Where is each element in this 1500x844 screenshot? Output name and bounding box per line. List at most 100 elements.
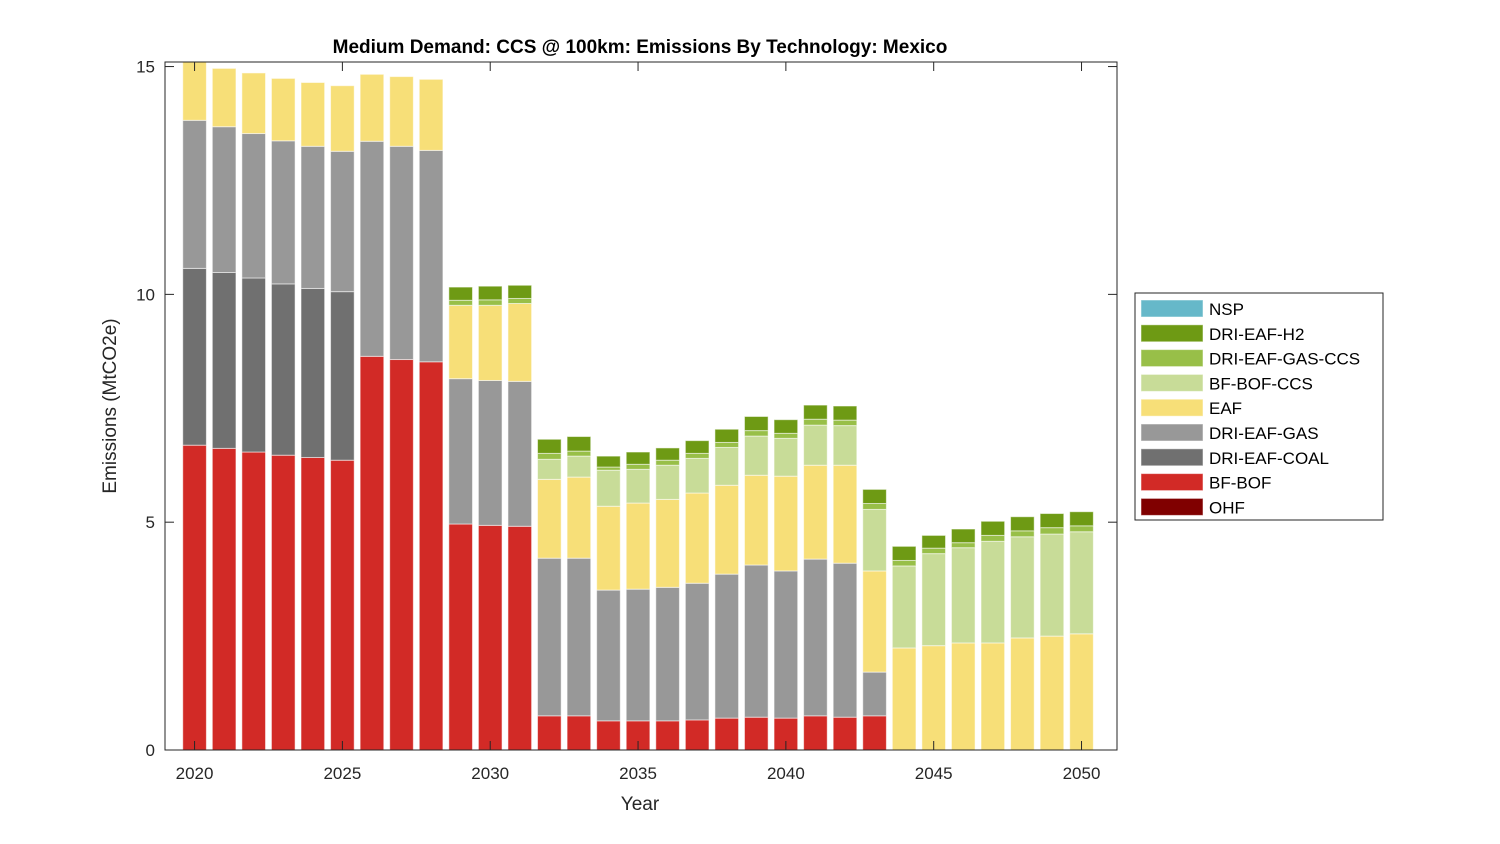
legend-item-nsp[interactable]: NSP (1140, 299, 1244, 319)
legend-label: DRI-EAF-GAS-CCS (1209, 350, 1360, 369)
legend-item-dri-eaf-gas-ccs[interactable]: DRI-EAF-GAS-CCS (1140, 349, 1360, 369)
bar-segment-eaf-2032 (537, 478, 562, 559)
bar-segment-dri-eaf-h2-2033 (566, 436, 592, 452)
bar-segment-eaf-2049 (1039, 635, 1065, 751)
bar-segment-bf-bof-ccs-2033 (566, 455, 592, 478)
bar-segment-dri-eaf-h2-2036 (655, 447, 680, 461)
x-tick-label: 2025 (323, 764, 361, 783)
bar-segment-dri-eaf-gas-ccs-2040 (773, 432, 799, 439)
bar-segment-dri-eaf-gas-ccs-2048 (1010, 530, 1035, 538)
bar-segment-dri-eaf-gas-2040 (773, 570, 799, 719)
bar-segment-dri-eaf-h2-2031 (507, 284, 533, 299)
legend-swatch (1140, 448, 1204, 467)
bar-segment-bf-bof-ccs-2046 (950, 547, 976, 644)
legend-swatch (1140, 473, 1204, 492)
bar-segment-bf-bof-2043 (862, 715, 887, 751)
bar-segment-dri-eaf-h2-2032 (537, 438, 562, 454)
bar-segment-bf-bof-ccs-2034 (596, 469, 621, 507)
bar-segment-dri-eaf-gas-2024 (300, 145, 326, 289)
bar-segment-bf-bof-2022 (241, 451, 267, 751)
bar-segment-bf-bof-2029 (448, 523, 473, 751)
bar-segment-eaf-2022 (241, 72, 267, 135)
legend-swatch (1140, 423, 1204, 442)
bar-segment-bf-bof-ccs-2045 (921, 553, 947, 647)
bar-segment-eaf-2044 (891, 647, 917, 751)
bar-segment-dri-eaf-coal-2022 (241, 277, 267, 453)
bar-segment-dri-eaf-h2-2043 (862, 488, 887, 505)
bar-segment-dri-eaf-gas-2029 (448, 378, 473, 525)
legend-item-eaf[interactable]: EAF (1140, 398, 1242, 418)
bar-segment-dri-eaf-coal-2024 (300, 287, 326, 458)
bar-segment-dri-eaf-gas-2035 (625, 588, 651, 722)
bar-segment-dri-eaf-gas-2027 (389, 145, 414, 361)
legend-label: DRI-EAF-COAL (1209, 449, 1329, 468)
bar-segment-eaf-2038 (714, 484, 740, 575)
bar-segment-bf-bof-ccs-2036 (655, 464, 680, 500)
bar-segment-eaf-2021 (211, 67, 237, 128)
legend-item-dri-eaf-h2[interactable]: DRI-EAF-H2 (1140, 324, 1304, 344)
legend-label: OHF (1209, 498, 1245, 517)
bar-segment-dri-eaf-gas-ccs-2045 (921, 547, 947, 555)
bar-segment-dri-eaf-gas-2041 (803, 558, 828, 717)
bar-segment-dri-eaf-gas-ccs-2033 (566, 450, 592, 457)
legend-item-ohf[interactable]: OHF (1140, 497, 1245, 517)
bar-segment-bf-bof-2024 (300, 456, 326, 751)
bar-segment-eaf-2024 (300, 82, 326, 147)
bar-segment-dri-eaf-gas-2021 (211, 126, 237, 274)
legend-item-dri-eaf-coal[interactable]: DRI-EAF-COAL (1140, 448, 1329, 468)
bar-segment-bf-bof-2041 (803, 715, 828, 751)
legend-swatch (1140, 299, 1204, 318)
x-tick-label: 2040 (767, 764, 805, 783)
bar-segment-dri-eaf-h2-2047 (980, 520, 1006, 536)
bar-segment-bf-bof-2038 (714, 717, 740, 751)
bar-segment-dri-eaf-gas-ccs-2030 (477, 299, 503, 306)
bar-segment-eaf-2035 (625, 502, 651, 590)
bar-segment-dri-eaf-h2-2040 (773, 419, 799, 434)
bar-segment-dri-eaf-gas-ccs-2031 (507, 297, 533, 304)
bar-segment-eaf-2037 (684, 492, 710, 584)
chart-title: Medium Demand: CCS @ 100km: Emissions By… (333, 37, 948, 58)
bar-segment-bf-bof-2021 (211, 447, 237, 751)
bar-segment-dri-eaf-h2-2046 (950, 528, 976, 544)
bar-segment-dri-eaf-gas-2025 (330, 150, 355, 293)
bar-segment-bf-bof-ccs-2038 (714, 446, 740, 486)
bar-segment-eaf-2025 (330, 85, 355, 152)
bar-segment-bf-bof-ccs-2037 (684, 457, 710, 494)
bar-segment-eaf-2041 (803, 464, 828, 560)
plot-area-frame (164, 61, 1118, 751)
bar-segment-bf-bof-2026 (359, 355, 385, 751)
bar-segment-eaf-2029 (448, 304, 473, 380)
legend-swatch (1140, 398, 1204, 417)
bar-segment-dri-eaf-gas-ccs-2041 (803, 418, 828, 426)
bar-segment-dri-eaf-gas-2033 (566, 557, 592, 717)
legend-item-bf-bof[interactable]: BF-BOF (1140, 473, 1271, 493)
bar-segment-eaf-2023 (270, 77, 296, 142)
bar-segment-eaf-2030 (477, 304, 503, 381)
legend-swatch (1140, 349, 1204, 368)
bar-segment-eaf-2039 (743, 474, 769, 566)
legend-item-bf-bof-ccs[interactable]: BF-BOF-CCS (1140, 373, 1313, 393)
bar-segment-dri-eaf-h2-2044 (891, 545, 917, 561)
bar-segment-bf-bof-2042 (832, 716, 858, 751)
bar-segment-dri-eaf-gas-ccs-2046 (950, 542, 976, 549)
bar-segment-eaf-2026 (359, 73, 385, 142)
bar-segment-eaf-2031 (507, 302, 533, 382)
bar-segment-eaf-2042 (832, 464, 858, 564)
bar-segment-dri-eaf-gas-2032 (537, 557, 562, 717)
bar-segment-bf-bof-2037 (684, 719, 710, 751)
legend-item-dri-eaf-gas[interactable]: DRI-EAF-GAS (1140, 423, 1319, 443)
bar-segment-dri-eaf-gas-ccs-2029 (448, 299, 473, 306)
bar-segment-dri-eaf-gas-2022 (241, 133, 267, 279)
bar-segment-dri-eaf-gas-ccs-2036 (655, 459, 680, 466)
bar-segment-bf-bof-2032 (537, 715, 562, 751)
y-tick-label: 0 (146, 741, 155, 760)
bar-segment-dri-eaf-gas-ccs-2032 (537, 452, 562, 460)
bar-segment-dri-eaf-h2-2042 (832, 405, 858, 421)
bar-segment-dri-eaf-h2-2050 (1069, 511, 1094, 527)
bar-segment-bf-bof-2039 (743, 716, 769, 751)
bar-segment-bf-bof-ccs-2041 (803, 424, 828, 466)
bar-segment-dri-eaf-gas-2030 (477, 379, 503, 526)
bar-segment-dri-eaf-gas-2042 (832, 562, 858, 718)
bars-group (182, 61, 1094, 751)
